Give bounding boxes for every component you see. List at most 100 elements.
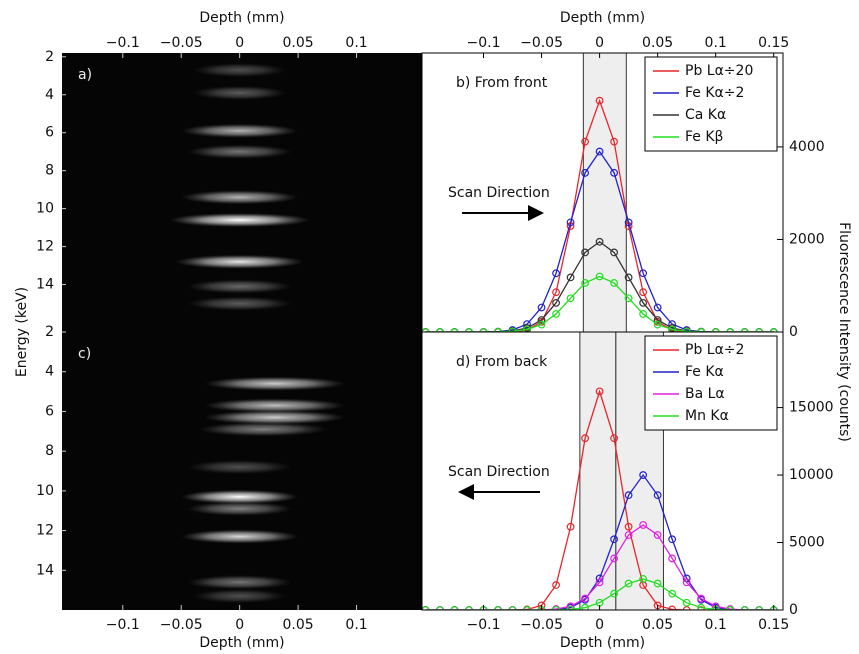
data-point	[624, 218, 633, 227]
plot-area	[422, 53, 778, 332]
data-point	[624, 273, 633, 282]
data-point	[552, 298, 560, 307]
x-tick-label: 0.1	[345, 617, 367, 633]
data-point	[610, 535, 619, 544]
x-tick-label: 0	[235, 617, 244, 633]
data-point	[624, 531, 633, 539]
legend-label: Fe Kα÷2	[685, 85, 744, 101]
data-point	[537, 320, 546, 329]
series-line	[425, 98, 774, 332]
shaded-region	[579, 332, 617, 610]
data-point	[755, 328, 764, 332]
x-axis-label: Depth (mm)	[199, 635, 284, 651]
panel-annotation: d) From back	[456, 354, 548, 370]
series-line	[425, 275, 774, 332]
data-point	[668, 589, 677, 598]
data-point	[726, 328, 735, 332]
x-tick-label: −0.1	[106, 617, 140, 633]
data-point	[523, 606, 531, 610]
legend-label: Ca Kα	[685, 107, 726, 123]
data-point	[566, 605, 575, 610]
x-tick-label: −0.05	[160, 617, 203, 633]
energy-band	[181, 489, 299, 504]
data-point	[537, 303, 546, 312]
legend-label: Pb Lα÷2	[685, 342, 744, 358]
data-point	[552, 288, 560, 297]
data-point	[552, 310, 560, 318]
energy-band	[187, 279, 293, 294]
y-axis-label: Fluorescence Intensity (counts)	[836, 222, 852, 442]
data-point	[508, 327, 517, 332]
data-point	[422, 606, 430, 610]
x-tick-label: 0.05	[642, 617, 673, 633]
data-point	[508, 606, 517, 610]
panel: −0.1 −0.05 0 0.05 0.1 0.15 Depth (mm) 0 5000 1000…	[421, 331, 834, 651]
data-point	[566, 273, 575, 282]
energy-band	[198, 422, 328, 437]
data-point	[740, 606, 749, 610]
scan-label: Scan Direction	[448, 185, 550, 201]
x-tick-label: −0.05	[520, 35, 563, 51]
data-point	[523, 325, 531, 332]
x-tick-label: 0.1	[345, 35, 367, 51]
data-point	[639, 298, 648, 307]
data-point	[668, 605, 677, 610]
data-point	[653, 320, 662, 329]
panel-annotation: b) From front	[456, 75, 548, 91]
legend-label: Mn Kα	[685, 408, 729, 424]
energy-band	[175, 254, 304, 269]
data-point	[581, 434, 589, 443]
data-point	[552, 269, 560, 278]
data-point	[639, 269, 648, 278]
y-tick-label: 10	[36, 201, 54, 217]
shaded-region	[582, 53, 627, 332]
data-point	[436, 606, 444, 610]
energy-band	[187, 501, 293, 516]
y-tick-label: 14	[36, 277, 54, 293]
data-point	[639, 575, 648, 583]
data-point	[653, 303, 662, 312]
data-point	[610, 434, 619, 443]
data-point	[624, 579, 633, 588]
panel: −0.1 −0.05 0 0.05 0.1 Depth (mm) 2 4 6 8 10 12 14 Ene…	[14, 10, 422, 377]
data-point	[755, 606, 764, 610]
x-tick-label: 0.05	[642, 35, 673, 51]
y-tick-label: 2000	[789, 231, 825, 247]
data-point	[581, 168, 589, 177]
x-tick-label: −0.1	[467, 35, 501, 51]
data-point	[653, 491, 662, 500]
data-point	[624, 491, 633, 500]
plot-area	[422, 332, 778, 610]
data-point	[581, 137, 589, 146]
x-tick-label: 0	[595, 617, 604, 633]
data-point	[697, 594, 706, 603]
x-tick-label: 0.05	[283, 35, 314, 51]
data-point	[595, 387, 604, 396]
data-point	[639, 521, 648, 529]
x-axis-label: Depth (mm)	[560, 10, 645, 26]
y-tick-label: 10000	[789, 467, 834, 483]
y-tick-label: 8	[45, 163, 54, 179]
data-point	[581, 603, 589, 610]
y-axis-label: Energy (keV)	[14, 287, 30, 377]
plot-area	[169, 63, 310, 311]
data-point	[595, 147, 604, 156]
x-tick-label: 0.15	[758, 35, 789, 51]
data-point	[595, 237, 604, 246]
energy-band	[204, 376, 345, 391]
y-tick-label: 2	[45, 49, 54, 65]
energy-band	[181, 123, 299, 138]
data-point	[465, 606, 473, 610]
x-tick-label: −0.05	[160, 35, 203, 51]
energy-band	[181, 529, 299, 544]
y-tick-label: 2	[45, 324, 54, 340]
x-axis-label: Depth (mm)	[199, 10, 284, 26]
data-point	[697, 603, 706, 610]
x-tick-label: 0	[235, 35, 244, 51]
data-point	[697, 606, 706, 610]
data-point	[682, 606, 691, 610]
data-point	[566, 294, 575, 303]
data-point	[624, 294, 633, 303]
data-point	[740, 328, 749, 332]
